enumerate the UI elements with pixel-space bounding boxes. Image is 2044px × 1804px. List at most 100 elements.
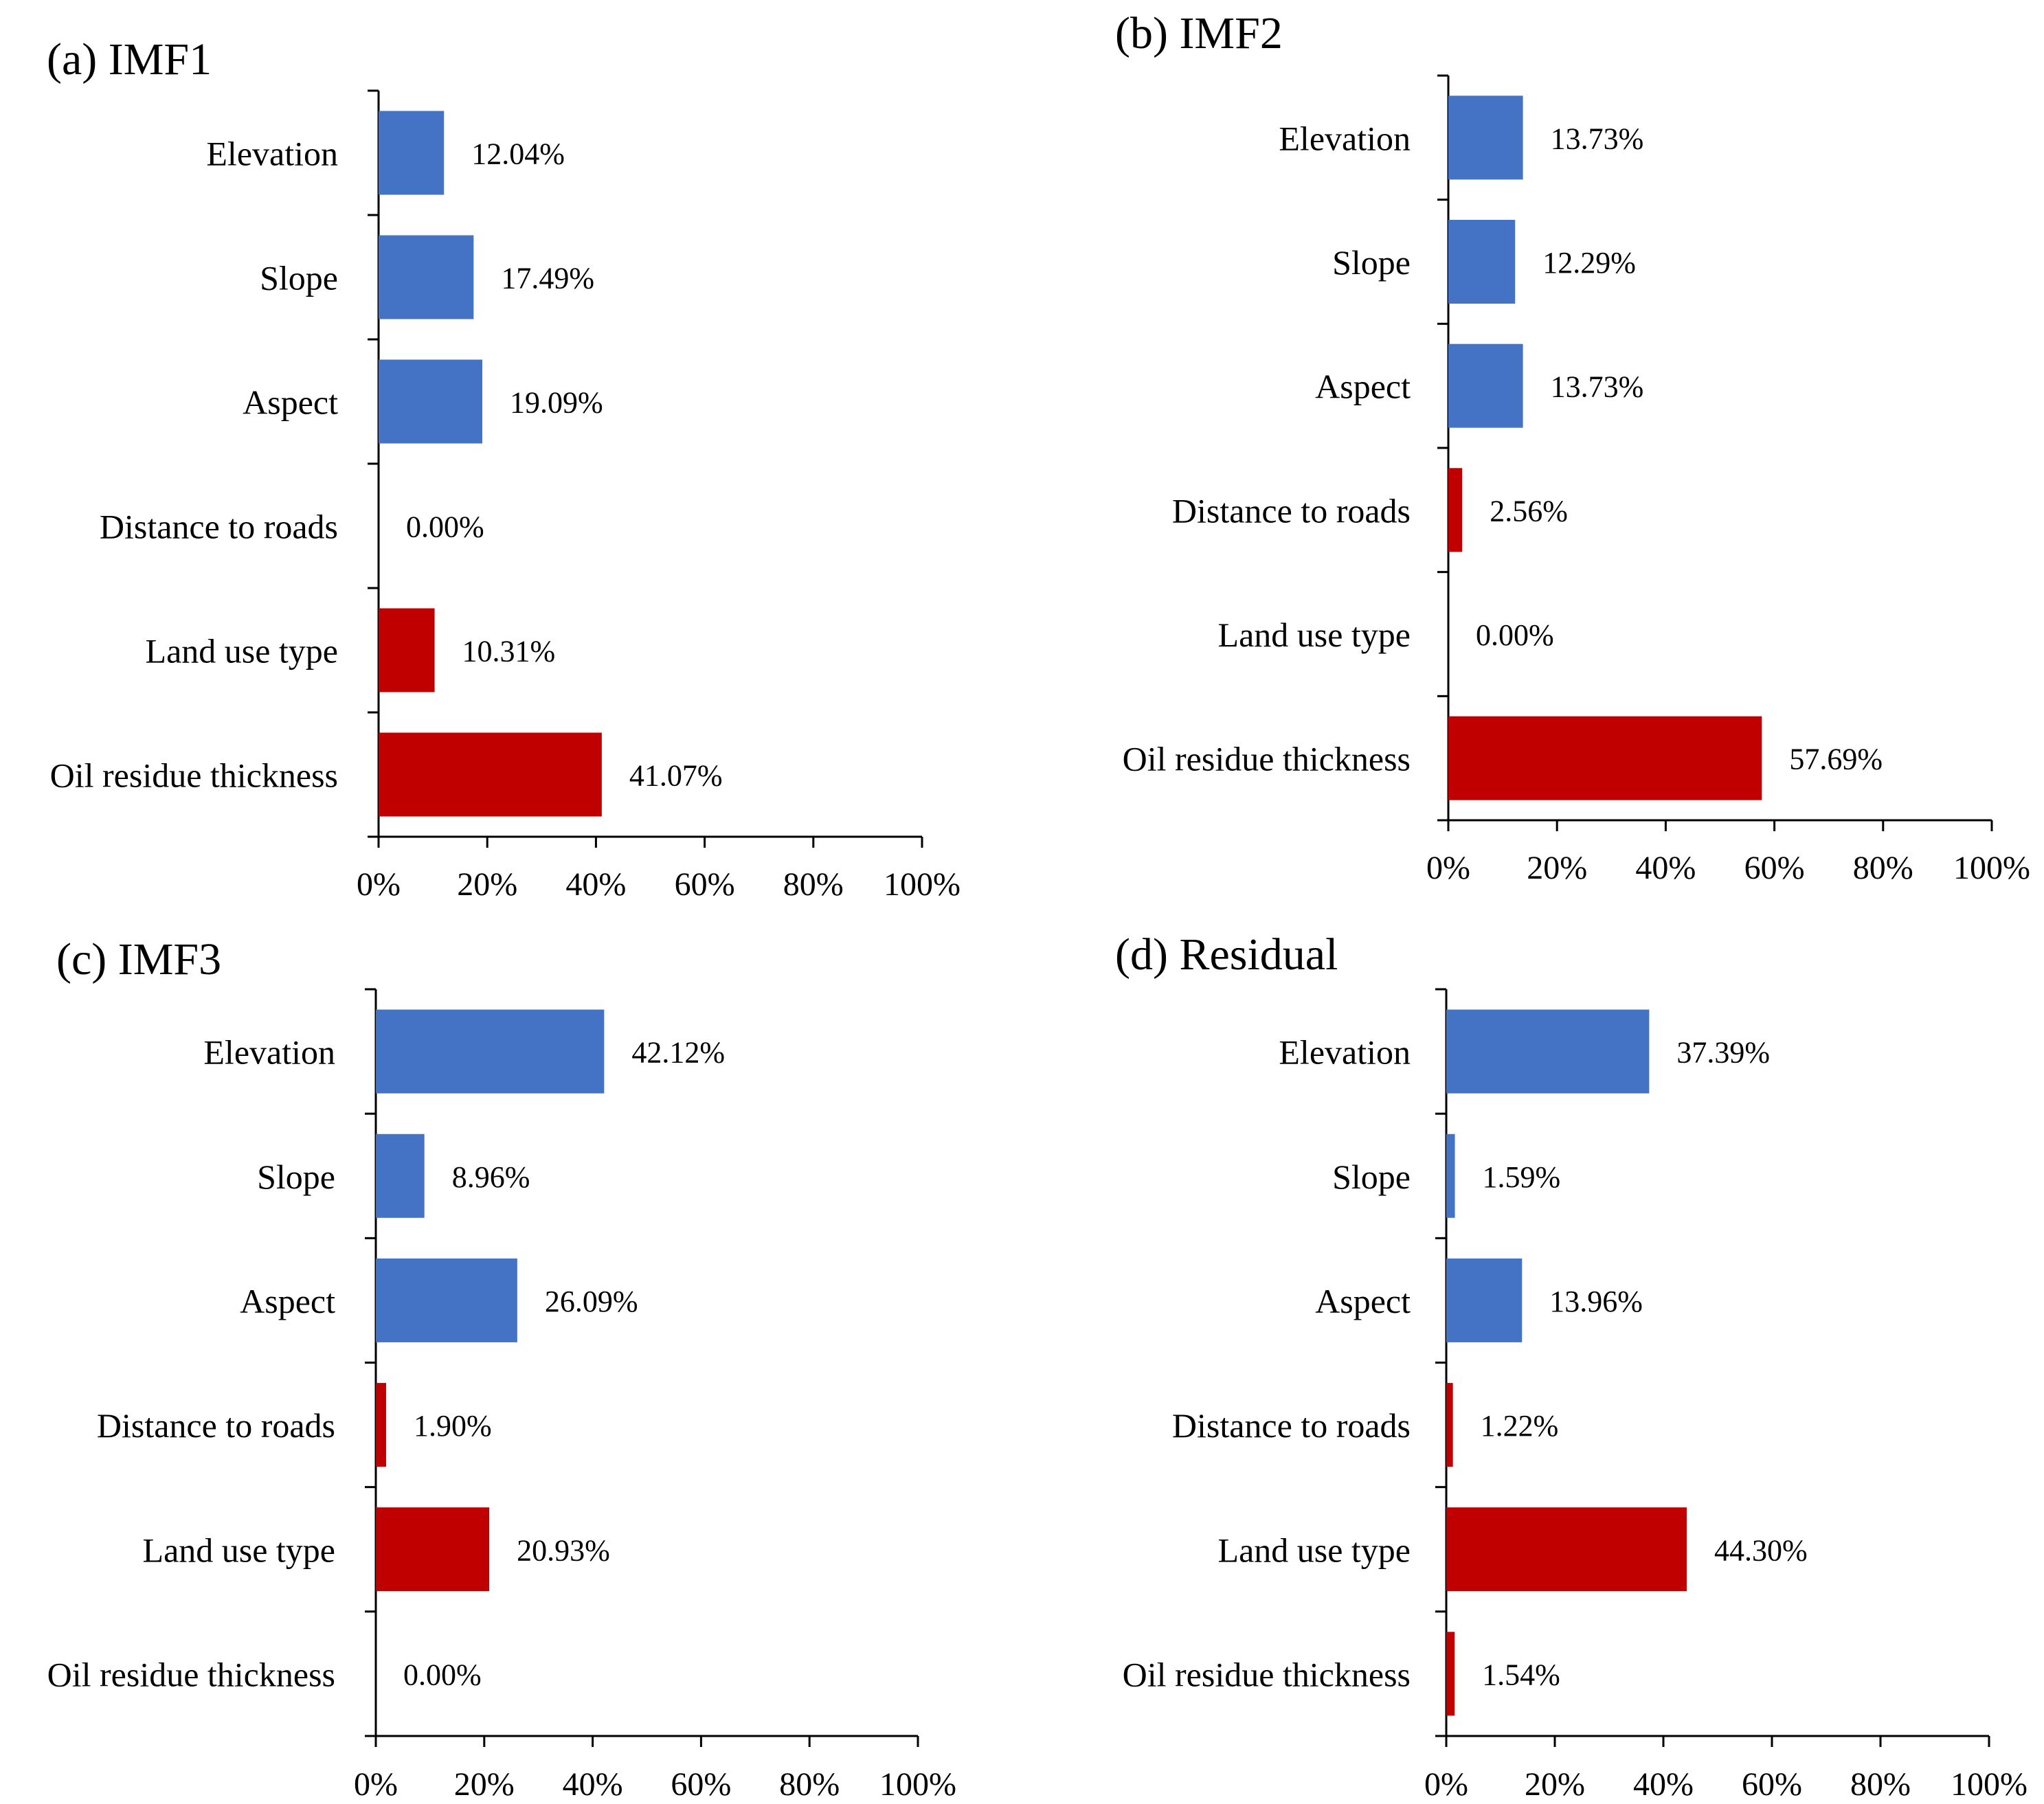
bar-elevation [376, 1009, 605, 1094]
category-label: Aspect [240, 1282, 335, 1320]
bar-land-use-type [1446, 1507, 1687, 1592]
bar-aspect [376, 1258, 517, 1342]
category-label: Land use type [1218, 1531, 1411, 1569]
category-label: Land use type [1218, 616, 1411, 654]
value-label: 17.49% [501, 262, 594, 295]
category-label: Slope [1332, 243, 1411, 282]
category-label: Slope [260, 259, 338, 297]
bar-aspect [1446, 1258, 1523, 1342]
value-label: 19.09% [510, 386, 603, 420]
x-tick-label: 80% [783, 866, 844, 903]
value-label: 1.22% [1481, 1409, 1559, 1443]
value-label: 37.39% [1676, 1036, 1770, 1070]
value-label: 1.90% [414, 1409, 492, 1443]
bar-oil-residue-thickness [1446, 1632, 1455, 1716]
x-tick-label: 40% [563, 1766, 623, 1803]
x-tick-label: 80% [1850, 1766, 1911, 1803]
value-label: 41.07% [629, 759, 723, 793]
value-label: 10.31% [462, 635, 556, 668]
category-label: Distance to roads [1172, 491, 1411, 530]
value-label: 13.96% [1549, 1285, 1643, 1318]
value-label: 20.93% [517, 1533, 610, 1567]
bar-elevation [379, 111, 445, 195]
x-tick-label: 40% [1635, 850, 1696, 886]
x-tick-label: 40% [1633, 1766, 1694, 1803]
x-tick-label: 60% [675, 866, 735, 903]
value-label: 1.54% [1482, 1658, 1560, 1691]
value-label: 26.09% [545, 1285, 638, 1318]
bar-distance-to-roads [1448, 468, 1463, 552]
x-tick-label: 80% [779, 1766, 840, 1803]
x-tick-label: 0% [1424, 1766, 1468, 1803]
category-label: Oil residue thickness [1123, 740, 1411, 778]
x-tick-label: 40% [565, 866, 626, 903]
category-label: Elevation [1279, 1033, 1411, 1072]
category-label: Distance to roads [97, 1406, 335, 1445]
x-tick-label: 100% [1953, 850, 2030, 886]
x-tick-label: 20% [1527, 850, 1587, 886]
value-label: 13.73% [1551, 370, 1644, 404]
category-label: Distance to roads [1172, 1406, 1411, 1445]
category-label: Aspect [243, 383, 338, 422]
category-label: Elevation [203, 1033, 335, 1072]
category-label: Elevation [1279, 119, 1411, 157]
x-tick-label: 20% [457, 866, 517, 903]
category-label: Land use type [146, 632, 338, 670]
bar-slope [1448, 220, 1516, 304]
bar-slope [379, 235, 474, 319]
category-label: Oil residue thickness [47, 1655, 335, 1693]
category-label: Slope [257, 1158, 335, 1196]
value-label: 57.69% [1789, 743, 1883, 776]
category-label: Slope [1332, 1158, 1411, 1196]
category-label: Aspect [1315, 1282, 1411, 1320]
value-label: 1.59% [1483, 1160, 1561, 1194]
x-tick-label: 20% [454, 1766, 515, 1803]
x-tick-label: 60% [671, 1766, 731, 1803]
chart-panel-1: (a) IMF1 0% 20% 40% 60% 80% 100% Elevation 12.04… [47, 34, 961, 903]
x-tick-label: 0% [354, 1766, 398, 1803]
bar-elevation [1448, 95, 1523, 180]
bar-aspect [379, 359, 483, 444]
bar-aspect [1448, 343, 1523, 428]
bar-distance-to-roads [1446, 1383, 1453, 1467]
x-tick-label: 60% [1742, 1766, 1802, 1803]
chart-panel-4: (d) Residual 0% 20% 40% 60% 80% 100% Elevation 3… [1115, 929, 2028, 1803]
value-label: 13.73% [1551, 122, 1644, 155]
x-tick-label: 20% [1525, 1766, 1585, 1803]
chart-panel-3: (c) IMF3 0% 20% 40% 60% 80% 100% Elevation 42.12… [47, 934, 956, 1803]
value-label: 8.96% [452, 1160, 530, 1194]
value-label: 0.00% [406, 510, 484, 544]
value-label: 0.00% [403, 1658, 482, 1691]
category-label: Distance to roads [100, 508, 338, 546]
category-label: Aspect [1315, 368, 1411, 406]
x-tick-label: 100% [1951, 1766, 2028, 1803]
panel-title: (d) Residual [1115, 929, 1338, 980]
category-label: Oil residue thickness [1123, 1655, 1411, 1693]
x-tick-label: 0% [357, 866, 401, 903]
category-label: Land use type [143, 1531, 335, 1569]
bar-oil-residue-thickness [379, 732, 602, 817]
bar-oil-residue-thickness [1448, 716, 1762, 800]
value-label: 2.56% [1490, 494, 1568, 528]
panel-title: (b) IMF2 [1115, 8, 1283, 58]
category-label: Elevation [206, 135, 338, 173]
panel-title: (c) IMF3 [56, 934, 221, 984]
bar-land-use-type [379, 608, 435, 692]
bar-elevation [1446, 1009, 1650, 1094]
value-label: 44.30% [1714, 1533, 1808, 1567]
bar-slope [376, 1134, 425, 1218]
value-label: 0.00% [1476, 618, 1554, 652]
value-label: 12.29% [1542, 246, 1636, 280]
bar-slope [1446, 1134, 1455, 1218]
bar-distance-to-roads [376, 1383, 386, 1467]
x-tick-label: 100% [879, 1766, 956, 1803]
panel-title: (a) IMF1 [47, 34, 212, 84]
x-tick-label: 0% [1426, 850, 1470, 886]
x-tick-label: 60% [1744, 850, 1805, 886]
category-label: Oil residue thickness [50, 756, 338, 795]
bar-land-use-type [376, 1507, 490, 1592]
value-label: 12.04% [471, 137, 565, 171]
value-label: 42.12% [631, 1036, 725, 1070]
chart-panel-2: (b) IMF2 0% 20% 40% 60% 80% 100% Elevation 13.73… [1115, 8, 2030, 886]
